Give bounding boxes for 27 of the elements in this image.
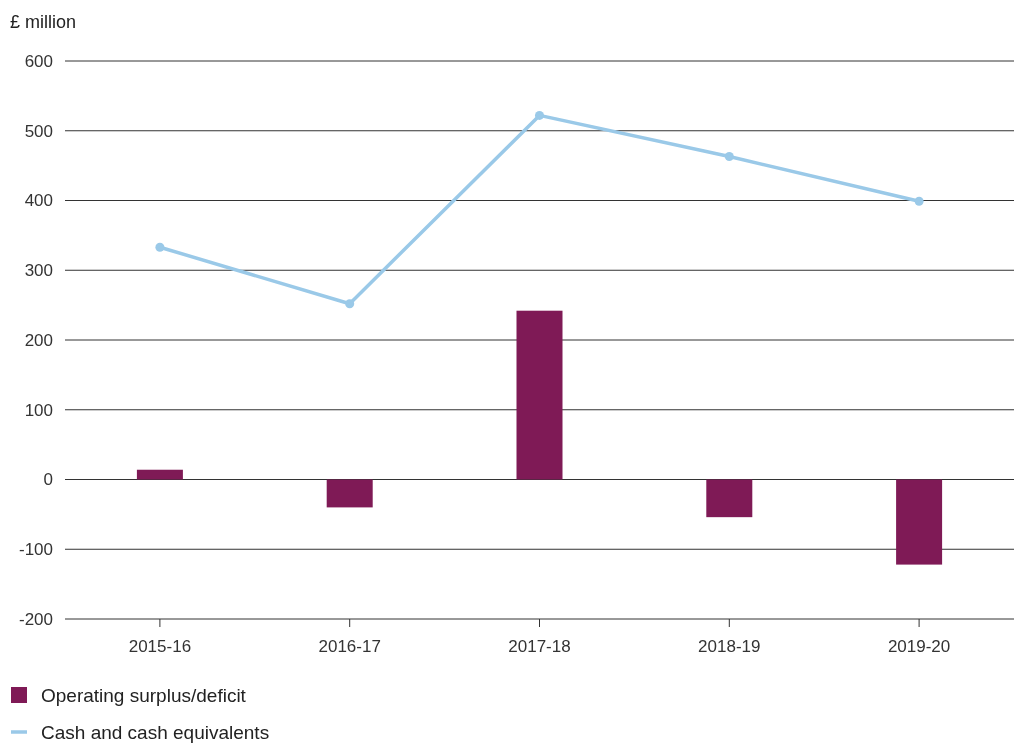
- bar: [136, 469, 183, 480]
- x-tick-label: 2017-18: [508, 637, 571, 656]
- point: [345, 299, 355, 309]
- y-tick-label: 0: [43, 470, 53, 490]
- y-tick-label: 300: [24, 261, 53, 281]
- y-tick-label: 100: [24, 400, 53, 420]
- y-tick-label: 600: [24, 51, 53, 71]
- x-tick-label: 2015-16: [128, 637, 192, 656]
- bar: [326, 479, 373, 508]
- y-tick-label: 500: [24, 121, 53, 141]
- y-tick-label: -200: [18, 609, 53, 629]
- bar: [896, 479, 943, 565]
- y-axis-title: £ million: [10, 12, 77, 32]
- x-tick-label: 2019-20: [887, 637, 951, 656]
- y-tick-label: -100: [18, 540, 53, 560]
- y-tick-label: 200: [24, 330, 53, 350]
- point: [534, 110, 545, 120]
- bar: [706, 479, 753, 518]
- x-tick-label: 2016-17: [318, 637, 381, 656]
- point: [724, 152, 734, 162]
- point: [155, 242, 165, 252]
- point: [914, 196, 924, 206]
- bar: [516, 310, 563, 480]
- x-tick-label: 2018-19: [698, 637, 761, 656]
- y-tick-label: 400: [24, 191, 53, 211]
- legend-label: Operating surplus/deficit: [41, 684, 247, 706]
- legend-label: Cash and cash equivalents: [41, 721, 270, 743]
